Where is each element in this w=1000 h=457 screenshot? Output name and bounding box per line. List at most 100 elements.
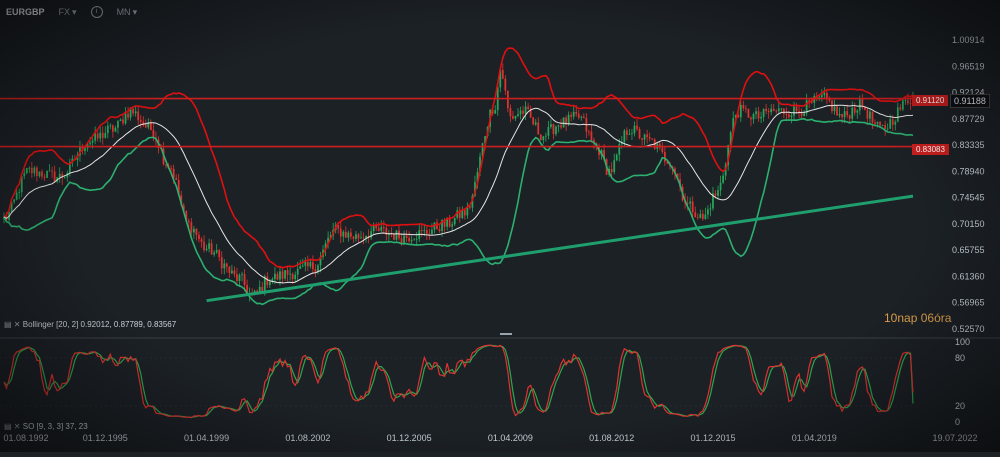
toolbar: EURGBP FX ▾ i MN ▾	[0, 0, 1000, 24]
candle-body	[793, 106, 795, 116]
candle-body	[745, 108, 747, 110]
bollinger-legend[interactable]: ▤ ✕ Bollinger [20, 2] 0.92012, 0.87789, …	[4, 320, 176, 329]
candle-body	[279, 271, 281, 280]
candle-body	[58, 173, 61, 178]
candle-body	[220, 257, 223, 269]
candle-body	[89, 142, 91, 145]
candle-body	[691, 201, 694, 213]
market-selector[interactable]: FX ▾	[59, 7, 77, 18]
candle-body	[562, 117, 565, 128]
candle-body	[51, 170, 53, 172]
market-label: FX	[58, 7, 71, 17]
candle-body	[836, 106, 838, 116]
candle-body	[149, 122, 152, 131]
close-icon[interactable]: ✕	[13, 320, 21, 329]
candle-body	[633, 125, 636, 134]
candle-body	[881, 124, 884, 126]
candle-body	[575, 111, 578, 114]
candle-body	[615, 154, 618, 161]
candle-body	[38, 171, 41, 176]
time-tick-label: 01.12.2005	[387, 433, 432, 443]
candle-body	[28, 167, 31, 169]
candle-body	[175, 178, 178, 180]
candle-body	[261, 286, 264, 292]
candle-body	[628, 134, 631, 135]
candle-body	[904, 100, 907, 102]
time-tick-label: 01.08.2012	[589, 433, 634, 443]
price-tick-label: 0.56965	[952, 298, 985, 308]
info-icon[interactable]: i	[90, 6, 103, 18]
candle-body	[846, 111, 849, 116]
candle-body	[117, 121, 119, 128]
candle-body	[719, 182, 722, 191]
so-label: SO [9, 3, 3] 37, 23	[22, 422, 88, 431]
candle-body	[843, 111, 846, 118]
candle-body	[198, 234, 200, 240]
candle-body	[651, 138, 654, 140]
candle-body	[25, 168, 28, 174]
candle-body	[772, 108, 775, 111]
so-tick-label: 20	[955, 401, 965, 411]
candle-body	[582, 116, 585, 118]
candle-body	[820, 95, 823, 98]
candle-body	[841, 114, 843, 118]
resistance-price-tag[interactable]: 0.91120	[912, 95, 949, 106]
candle-body	[886, 128, 889, 130]
candle-body	[205, 248, 208, 251]
candle-body	[23, 173, 26, 177]
candle-body	[238, 274, 241, 281]
candle-body	[84, 148, 86, 152]
candle-body	[463, 210, 466, 216]
candle-body	[109, 125, 112, 127]
candle-body	[104, 133, 107, 138]
candle-body	[41, 171, 43, 177]
candle-body	[524, 106, 527, 114]
settings-icon[interactable]: ▤	[4, 422, 12, 431]
candle-body	[274, 273, 276, 280]
support-price-tag[interactable]: 0.83083	[912, 144, 949, 155]
candle-body	[410, 240, 413, 242]
so-tick-label: 100	[955, 337, 970, 347]
chevron-down-icon: ▾	[72, 6, 77, 17]
candle-body	[355, 234, 357, 239]
candle-body	[876, 121, 879, 124]
candle-body	[233, 270, 236, 275]
candle-body	[519, 110, 522, 115]
candle-body	[572, 111, 575, 117]
time-tick-label: 01.08.2002	[285, 433, 330, 443]
settings-icon[interactable]: ▤	[4, 320, 12, 329]
so-legend[interactable]: ▤ ✕ SO [9, 3, 3] 37, 23	[4, 422, 88, 431]
candle-body	[139, 120, 142, 122]
candle-body	[13, 199, 16, 202]
candle-body	[795, 106, 798, 112]
candle-body	[851, 107, 854, 119]
candle-body	[296, 268, 299, 275]
candle-body	[448, 217, 451, 227]
candle-body	[137, 111, 140, 121]
pane-resize-handle[interactable]	[500, 333, 512, 335]
candle-body	[896, 107, 899, 122]
candle-body	[767, 111, 770, 113]
timeframe-selector[interactable]: MN ▾	[117, 7, 138, 18]
candle-body	[803, 113, 806, 116]
close-icon[interactable]: ✕	[13, 422, 21, 431]
last-price-tag: 0.91188	[950, 94, 990, 108]
candle-body	[193, 228, 195, 233]
candle-body	[403, 235, 405, 244]
candle-body	[838, 114, 841, 116]
candle-body	[294, 274, 297, 280]
candle-body	[268, 281, 271, 286]
candle-body	[663, 152, 666, 162]
candle-body	[46, 170, 48, 178]
candle-body	[106, 125, 109, 134]
candle-body	[208, 243, 210, 249]
price-tick-label: 0.83335	[952, 140, 985, 150]
symbol-label[interactable]: EURGBP	[6, 7, 45, 17]
candle-body	[144, 124, 147, 128]
candle-body	[512, 116, 514, 119]
candle-body	[696, 217, 699, 218]
candle-body	[431, 229, 433, 235]
candle-body	[291, 273, 294, 280]
